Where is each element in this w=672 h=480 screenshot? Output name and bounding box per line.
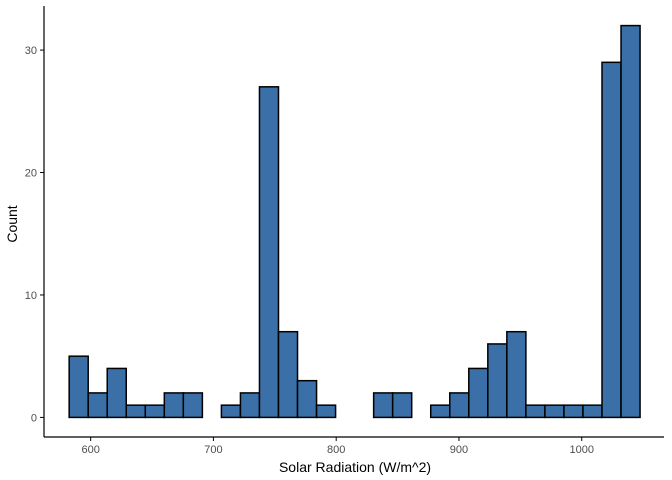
histogram-bar [525, 404, 546, 419]
histogram-bar [315, 404, 337, 419]
histogram-bar [601, 61, 622, 419]
histogram-bar [87, 392, 108, 419]
y-tick-label: 0 [31, 412, 37, 424]
bars-layer [68, 24, 641, 419]
histogram-bar [372, 392, 394, 419]
histogram-bar [391, 392, 413, 419]
histogram-bar [163, 392, 185, 419]
histogram-bar [258, 86, 280, 419]
histogram-bar [582, 404, 603, 419]
histogram-bar [106, 367, 128, 419]
histogram-bar [277, 330, 299, 419]
x-axis-title: Solar Radiation (W/m^2) [279, 459, 431, 475]
histogram-bar [239, 392, 261, 419]
histogram-bar [449, 392, 470, 419]
y-tick-label: 20 [25, 168, 37, 180]
histogram-bar [487, 343, 508, 419]
histogram-bar [296, 379, 318, 419]
histogram-bar [544, 404, 565, 419]
histogram-bar [125, 404, 147, 419]
y-tick-label: 30 [25, 45, 37, 57]
histogram-bar [468, 367, 489, 419]
x-tick-label: 1000 [570, 444, 594, 456]
histogram-bar [506, 330, 527, 419]
x-tick-label: 700 [204, 444, 222, 456]
axes-layer [43, 6, 664, 438]
histogram-bar [620, 24, 641, 419]
y-axis-title: Count [4, 205, 20, 242]
histogram-bar [220, 404, 242, 419]
histogram-bar [68, 355, 89, 419]
x-tick-label: 800 [327, 444, 345, 456]
x-tick-label: 900 [450, 444, 468, 456]
histogram-bar [429, 404, 451, 419]
histogram-bar [563, 404, 584, 419]
y-tick-label: 10 [25, 290, 37, 302]
ticks-layer: 600 700 800 900 1000 0 10 20 30 [25, 45, 594, 456]
x-tick-label: 600 [81, 444, 99, 456]
histogram-bar [182, 392, 204, 419]
histogram-bar [144, 404, 166, 419]
